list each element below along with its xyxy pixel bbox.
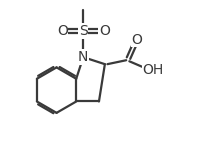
Text: O: O xyxy=(57,24,68,38)
Text: OH: OH xyxy=(142,63,164,77)
Text: O: O xyxy=(99,24,110,38)
Text: N: N xyxy=(78,50,88,64)
Text: S: S xyxy=(79,24,88,38)
Text: O: O xyxy=(131,33,142,47)
